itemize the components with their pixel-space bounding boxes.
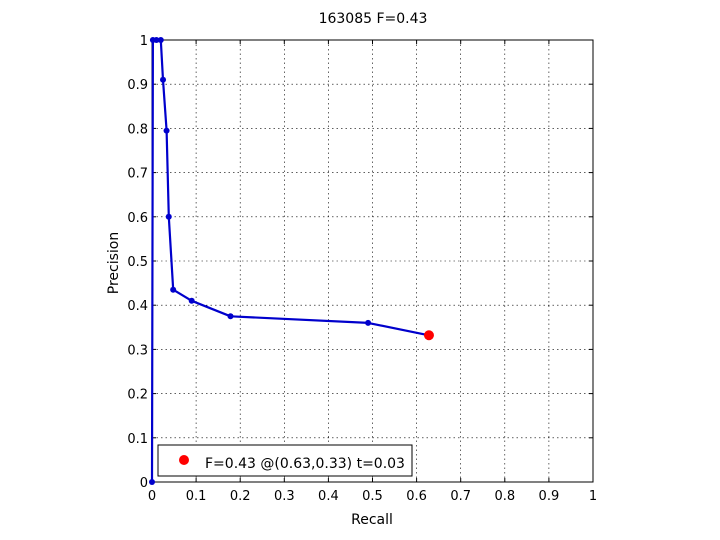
series-point [170, 286, 177, 293]
y-tick-label: 0 [140, 476, 148, 491]
grid-lines [152, 40, 593, 482]
y-tick-label: 0.6 [127, 211, 148, 226]
y-axis-title: Precision [106, 232, 122, 294]
series-point [149, 479, 155, 485]
y-tick-label: 0.7 [127, 167, 148, 182]
legend-text: F=0.43 @(0.63,0.33) t=0.03 [205, 456, 405, 472]
x-tick-label: 1 [589, 489, 597, 504]
y-axis: 0 0.1 0.2 0.3 0.4 0.5 0.6 0.7 0.8 0.9 1 [127, 34, 593, 491]
x-tick-label: 0.3 [274, 489, 295, 504]
series-point [188, 297, 195, 304]
best-f-point [423, 330, 434, 341]
series-point [165, 213, 172, 220]
x-tick-label: 0.7 [450, 489, 471, 504]
legend: F=0.43 @(0.63,0.33) t=0.03 [157, 444, 413, 477]
series-point [157, 37, 164, 43]
chart-title: 163085 F=0.43 [319, 11, 428, 27]
x-axis-title: Recall [351, 512, 393, 528]
y-tick-label: 1 [140, 34, 148, 49]
y-tick-label: 0.5 [127, 255, 148, 270]
y-tick-label: 0.3 [127, 343, 148, 358]
x-tick-label: 0.5 [362, 489, 383, 504]
x-tick-label: 0.6 [406, 489, 427, 504]
y-tick-label: 0.4 [127, 299, 148, 314]
y-tick-label: 0.9 [127, 78, 148, 93]
x-tick-label: 0.2 [230, 489, 251, 504]
series-group [149, 37, 434, 485]
y-tick-label: 0.1 [127, 432, 148, 447]
y-tick-label: 0.8 [127, 122, 148, 137]
x-tick-label: 0.9 [539, 489, 560, 504]
x-tick-label: 0.8 [494, 489, 515, 504]
series-point [365, 319, 372, 326]
x-tick-label: 0.1 [186, 489, 207, 504]
y-tick-label: 0.2 [127, 388, 148, 403]
legend-marker [179, 455, 189, 465]
series-point [153, 37, 160, 43]
x-axis: 0 0.1 0.2 0.3 0.4 0.5 0.6 0.7 0.8 0.9 1 [148, 40, 597, 504]
series-point [227, 313, 234, 320]
series-point [160, 76, 167, 83]
x-tick-label: 0 [148, 489, 156, 504]
x-tick-label: 0.4 [318, 489, 339, 504]
series-point [163, 127, 170, 134]
legend-box [157, 444, 413, 477]
